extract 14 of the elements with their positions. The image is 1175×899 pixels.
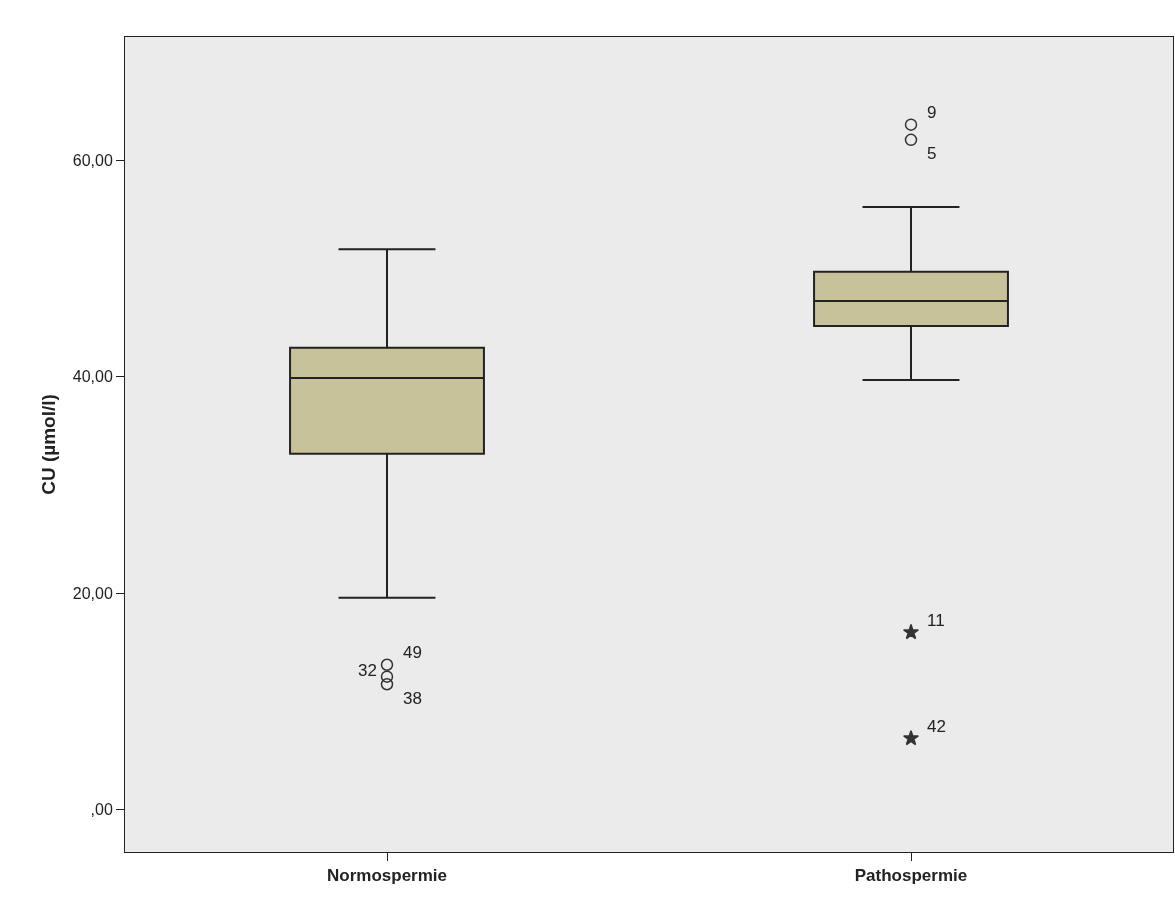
x-tick-label: Normospermie: [327, 866, 447, 886]
annotation: 49: [403, 643, 422, 662]
x-tick-label: Pathospermie: [854, 866, 968, 886]
y-tick-label: 40,00: [72, 368, 113, 386]
annotation: 5: [927, 144, 937, 163]
y-tick-label: ,00: [90, 801, 113, 819]
annotation: 11: [927, 611, 945, 630]
y-tick-label: 20,00: [72, 584, 113, 602]
annotation: 32: [358, 661, 377, 680]
annotation: 42: [927, 717, 946, 736]
annotation: 9: [927, 103, 937, 122]
y-tick-label: 60,00: [72, 151, 113, 169]
annotation: 38: [403, 689, 422, 708]
y-axis-title: CU (µmol/l): [37, 394, 59, 495]
